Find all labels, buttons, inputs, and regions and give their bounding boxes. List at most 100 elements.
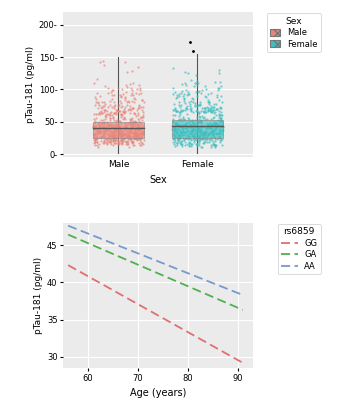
Point xyxy=(177,91,182,98)
Point xyxy=(208,107,214,113)
Point xyxy=(213,138,218,144)
Point xyxy=(120,128,126,134)
Point xyxy=(120,136,126,142)
Point xyxy=(197,88,202,94)
Point xyxy=(173,134,179,140)
Point xyxy=(208,135,214,141)
Point xyxy=(104,119,110,125)
Point xyxy=(174,139,180,146)
Point xyxy=(214,92,219,98)
Point xyxy=(194,93,200,99)
Point xyxy=(109,92,114,98)
Point xyxy=(194,141,199,147)
Line: GA: GA xyxy=(68,235,243,310)
Point xyxy=(212,126,217,132)
Point xyxy=(122,116,128,122)
Point xyxy=(124,89,129,95)
Point xyxy=(208,130,214,136)
Point xyxy=(180,115,186,122)
Point xyxy=(109,135,114,141)
Point xyxy=(138,104,144,110)
Point xyxy=(192,136,198,142)
Point xyxy=(139,120,144,127)
Point xyxy=(92,138,98,145)
Point xyxy=(186,116,192,122)
Point xyxy=(201,136,206,142)
Point xyxy=(206,136,212,142)
Point xyxy=(132,130,137,136)
Point xyxy=(139,107,145,114)
Point xyxy=(128,124,134,130)
Point xyxy=(218,123,224,130)
Point xyxy=(120,140,125,146)
Point xyxy=(110,136,116,143)
Point xyxy=(212,126,218,132)
Point xyxy=(123,124,129,130)
Point xyxy=(113,125,119,131)
Point xyxy=(176,109,182,116)
Point xyxy=(178,140,184,147)
Point xyxy=(140,103,146,110)
Point xyxy=(184,123,190,129)
Point xyxy=(125,134,130,140)
Point xyxy=(126,130,131,137)
AA xyxy=(170,264,174,269)
Point xyxy=(172,123,177,130)
Point xyxy=(137,82,142,88)
Point xyxy=(115,122,121,128)
Point xyxy=(200,115,206,122)
Point xyxy=(117,124,122,130)
Point xyxy=(116,130,122,136)
Point xyxy=(200,134,205,141)
Point xyxy=(200,130,206,136)
Point xyxy=(217,114,223,121)
Point xyxy=(186,99,192,105)
Point xyxy=(191,139,197,145)
Point xyxy=(199,104,205,111)
Point xyxy=(211,141,217,147)
Point xyxy=(136,134,141,141)
Point xyxy=(118,134,124,140)
Point xyxy=(199,122,205,129)
Point xyxy=(115,121,121,128)
GA xyxy=(170,277,174,282)
Point xyxy=(94,133,100,140)
Point xyxy=(121,110,127,116)
Point xyxy=(117,130,122,136)
Point xyxy=(138,135,143,142)
Point xyxy=(190,123,196,130)
Point xyxy=(117,127,123,134)
Point xyxy=(108,116,113,123)
Point xyxy=(174,130,180,136)
Point xyxy=(196,88,201,95)
Point xyxy=(114,109,119,115)
Point xyxy=(205,131,211,138)
Point xyxy=(129,140,134,146)
Point xyxy=(103,124,108,130)
Point xyxy=(121,135,126,141)
Point xyxy=(209,124,214,131)
Point xyxy=(108,132,114,138)
Point xyxy=(203,86,208,93)
Point xyxy=(206,98,212,105)
Point xyxy=(187,122,193,129)
Point xyxy=(113,120,118,127)
Point xyxy=(113,111,119,117)
Point xyxy=(102,130,108,136)
Point xyxy=(193,103,198,110)
AA xyxy=(66,223,70,228)
Point xyxy=(104,124,110,130)
Point xyxy=(214,130,219,137)
Point xyxy=(133,134,139,141)
Point xyxy=(106,133,112,139)
Point xyxy=(218,128,223,135)
Point xyxy=(110,138,115,144)
Point xyxy=(197,142,202,148)
Point xyxy=(119,132,125,138)
Point xyxy=(181,137,187,143)
Point xyxy=(185,106,190,112)
Point xyxy=(131,134,137,141)
Point xyxy=(211,122,217,128)
Point xyxy=(109,139,114,146)
Point xyxy=(218,116,224,123)
